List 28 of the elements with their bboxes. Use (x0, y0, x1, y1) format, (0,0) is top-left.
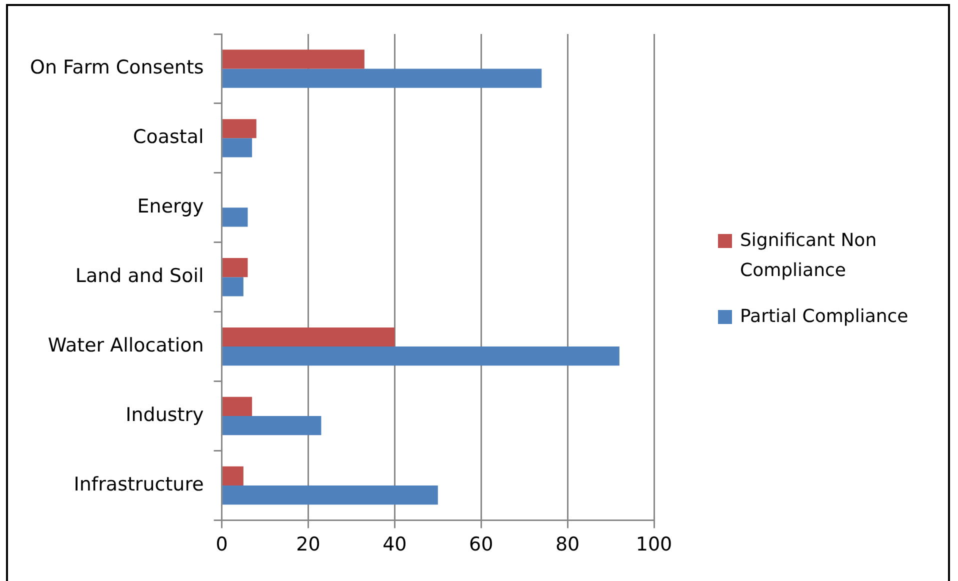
bar (222, 68, 542, 88)
x-tick-label: 20 (296, 534, 320, 556)
y-tick-label: Energy (137, 196, 204, 218)
y-tick-label: On Farm Consents (30, 56, 204, 79)
x-tick-label: 100 (636, 534, 672, 556)
bar (222, 346, 620, 366)
x-tick-label: 80 (555, 534, 580, 556)
bar (222, 208, 248, 227)
bar (222, 138, 252, 158)
x-tick-label: 0 (216, 534, 228, 556)
bar (222, 119, 256, 138)
bar (222, 327, 395, 347)
y-tick-label: Water Allocation (48, 334, 204, 356)
y-tick-label: Land and Soil (75, 265, 204, 288)
x-tick-label: 40 (382, 534, 407, 556)
y-tick-label: Coastal (132, 126, 204, 148)
bar (222, 416, 322, 436)
y-tick-label: Infrastructure (74, 473, 204, 496)
bar (222, 485, 438, 505)
bar (222, 396, 252, 416)
bar (222, 466, 244, 486)
bar (222, 50, 364, 69)
x-tick-label: 60 (469, 534, 494, 556)
bar (222, 258, 248, 278)
bar (222, 277, 244, 296)
legend-label: Partial Compliance (740, 305, 908, 329)
legend-label: Significant Non Compliance (740, 229, 878, 283)
y-tick-label: Industry (126, 404, 204, 426)
